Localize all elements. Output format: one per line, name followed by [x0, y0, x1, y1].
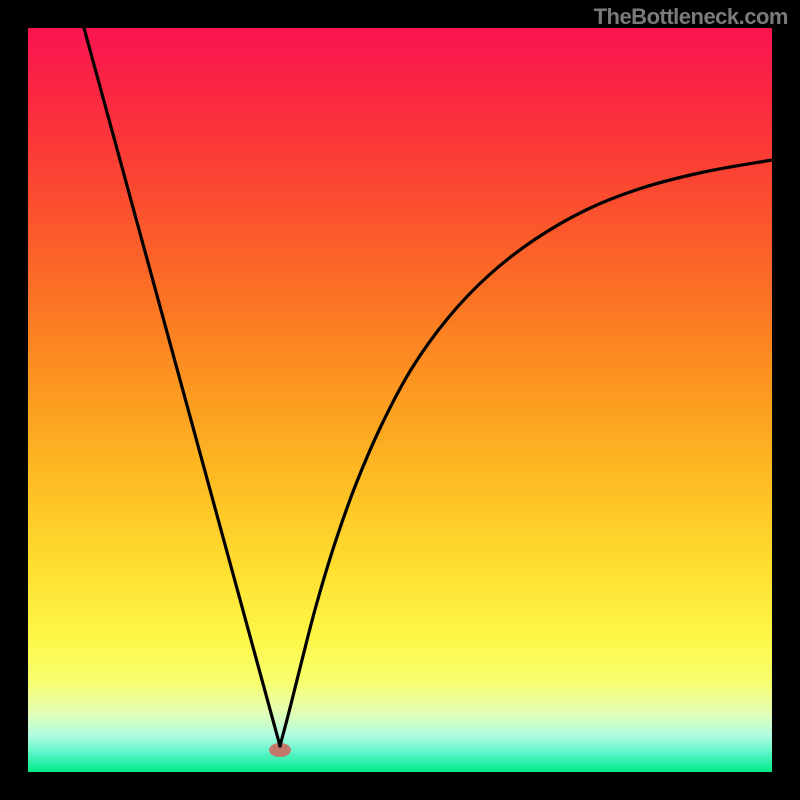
- gradient-background: [28, 28, 772, 772]
- plot-svg: [28, 28, 772, 772]
- chart-container: TheBottleneck.com: [0, 0, 800, 800]
- watermark-text: TheBottleneck.com: [594, 4, 788, 30]
- plot-area: [28, 28, 772, 772]
